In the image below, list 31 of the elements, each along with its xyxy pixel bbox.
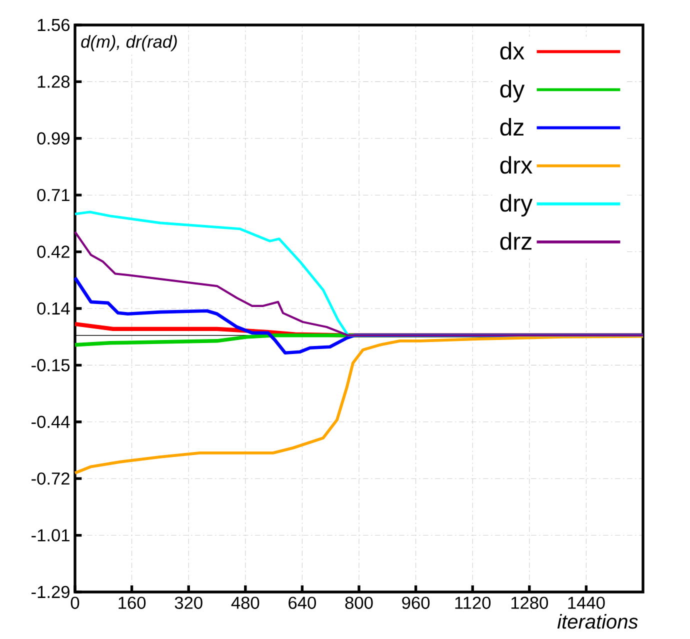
y-tick-label: -1.29 — [32, 586, 70, 598]
legend-label: drx — [500, 156, 532, 174]
x-tick-label: 320 — [174, 596, 202, 609]
line-series — [74, 230, 644, 336]
legend-label: dy — [500, 80, 525, 102]
x-tick-label: 160 — [118, 596, 146, 609]
legend-label: dz — [500, 118, 524, 136]
x-tick-label: 640 — [288, 596, 316, 609]
x-tick-label: 1440 — [568, 596, 605, 609]
y-tick-label: 0.42 — [37, 246, 70, 258]
x-tick-label: 480 — [231, 596, 260, 609]
y-tick-label: 0.99 — [37, 132, 70, 145]
x-tick-label: 960 — [402, 596, 430, 609]
x-tick-label: 1280 — [511, 596, 548, 609]
y-tick-label: 0.71 — [37, 188, 70, 202]
legend-label: drz — [500, 232, 532, 250]
x-tick-label: 0 — [70, 596, 80, 609]
x-tick-label: 800 — [345, 596, 373, 609]
y-tick-label: 0.14 — [37, 302, 70, 315]
y-tick-label: 1.56 — [38, 18, 70, 32]
y-tick-label: -0.72 — [32, 472, 70, 485]
y-tick-label: -1.01 — [32, 529, 70, 542]
legend-label: dx — [500, 42, 524, 60]
y-tick-label: -0.15 — [32, 359, 70, 372]
line-series — [74, 334, 644, 474]
y-axis-title: d(m), dr(rad) — [81, 35, 177, 52]
y-tick-label: -0.44 — [32, 416, 70, 428]
x-tick-label: 1120 — [455, 596, 491, 609]
x-axis-title: iterations — [557, 614, 638, 629]
y-tick-label: 1.28 — [38, 76, 70, 88]
legend-label: dry — [500, 194, 533, 217]
